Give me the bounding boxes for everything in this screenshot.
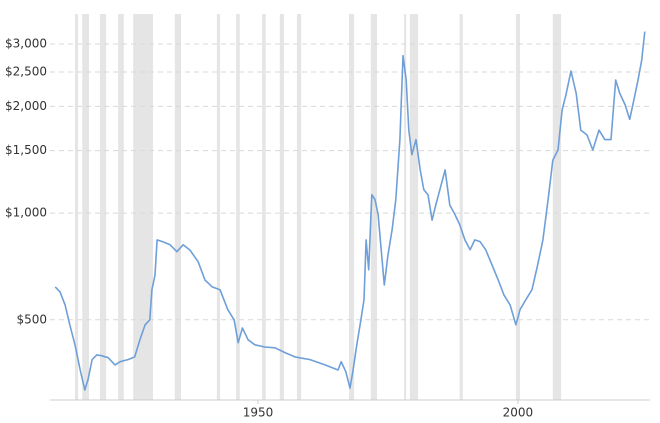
recession-band <box>552 14 562 400</box>
recession-band <box>370 14 378 400</box>
recession-band <box>296 14 302 400</box>
recession-band <box>459 14 463 400</box>
y-tick-label: $1,000 <box>5 206 47 220</box>
recession-band <box>404 14 407 400</box>
recession-band <box>236 14 240 400</box>
price-line <box>54 31 646 391</box>
x-tick-label: 1950 <box>243 406 274 420</box>
recession-band <box>515 14 521 400</box>
y-tick-label: $500 <box>16 312 47 326</box>
x-tick-label: 2000 <box>503 406 534 420</box>
recession-band <box>118 14 124 400</box>
recession-band <box>133 14 153 400</box>
recession-band <box>348 14 355 400</box>
y-tick-label: $1,500 <box>5 143 47 157</box>
recession-band <box>262 14 266 400</box>
y-tick-label: $3,000 <box>5 36 47 50</box>
y-tick-label: $2,500 <box>5 65 47 79</box>
recession-band <box>279 14 284 400</box>
y-tick-label: $2,000 <box>5 99 47 113</box>
recession-band <box>74 14 79 400</box>
recession-band <box>409 14 419 400</box>
recession-band <box>216 14 221 400</box>
recession-band <box>174 14 182 400</box>
recession-band <box>82 14 89 400</box>
recession-band <box>99 14 107 400</box>
